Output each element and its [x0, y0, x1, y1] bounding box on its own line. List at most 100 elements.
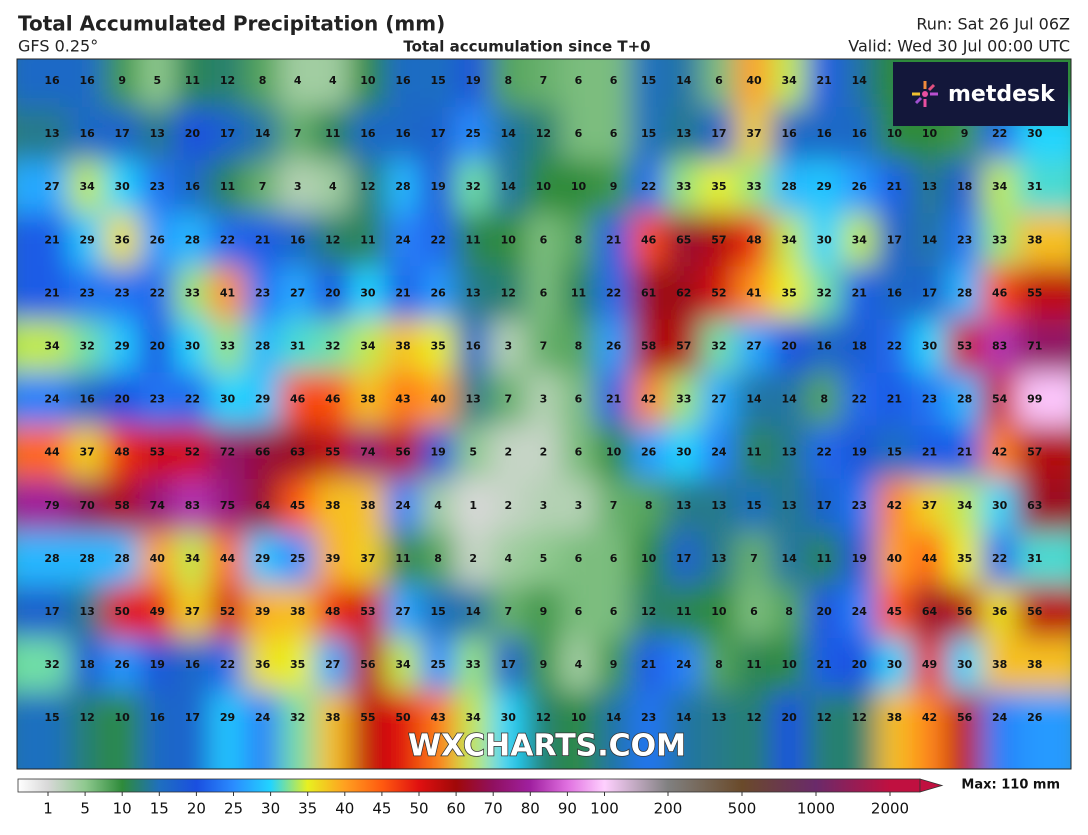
precip-cell: [560, 585, 597, 639]
value-labels: 16 16 9 5 11 12 8 4 4 10 16 15 19 8 7 6 6 15 14 6 40 34 21 1413…: [44, 74, 1042, 724]
precip-cell: [455, 585, 492, 639]
precip-value: 32: [290, 711, 305, 724]
precip-value: 58: [115, 499, 130, 512]
precip-value: 30: [817, 233, 833, 246]
precip-value: 16: [79, 127, 95, 140]
precip-value: 14: [781, 393, 797, 406]
precip-value: 34: [466, 711, 482, 724]
colorbar-tick-label: 200: [654, 800, 683, 818]
precip-cell: [525, 107, 562, 162]
precip-value: 6: [750, 605, 758, 618]
precip-value: 14: [466, 605, 482, 618]
precip-cell: [139, 319, 176, 374]
precip-value: 30: [887, 658, 903, 671]
precip-cell: [700, 691, 737, 769]
precip-cell: [385, 319, 421, 374]
precip-cell: [981, 638, 1018, 693]
precip-cell: [420, 160, 457, 215]
precip-value: 5: [469, 446, 477, 459]
precip-cell: [876, 372, 913, 427]
precip-value: 20: [852, 658, 868, 671]
precip-value: 10: [711, 605, 727, 618]
precip-value: 74: [150, 499, 166, 512]
precip-cell: [139, 585, 176, 639]
precip-value: 19: [150, 658, 165, 671]
precip-value: 23: [79, 286, 94, 299]
precip-cell: [385, 160, 421, 215]
precip-value: 48: [115, 446, 130, 459]
precip-value: 21: [395, 286, 410, 299]
precip-value: 8: [715, 658, 723, 671]
precip-cell: [455, 372, 492, 427]
precip-value: 9: [961, 127, 969, 140]
precip-cell: [630, 531, 667, 586]
precip-value: 31: [290, 340, 305, 353]
precip-cell: [595, 531, 632, 586]
precip-value: 10: [360, 74, 376, 87]
precip-value: 63: [290, 446, 305, 459]
precip-cell: [841, 531, 878, 586]
precip-value: 16: [150, 711, 166, 724]
precip-value: 34: [360, 340, 376, 353]
precip-value: 33: [676, 393, 691, 406]
precip-value: 34: [852, 233, 868, 246]
precip-value: 8: [504, 74, 512, 87]
precip-value: 75: [220, 499, 235, 512]
precip-value: 8: [575, 340, 583, 353]
precip-value: 28: [957, 393, 972, 406]
colorbar-tick-label: 10: [113, 800, 132, 818]
precip-value: 36: [992, 605, 1008, 618]
precip-value: 8: [785, 605, 793, 618]
precip-cell: [104, 107, 141, 162]
precip-cell: [420, 319, 457, 374]
colorbar-tick-label: 40: [335, 800, 354, 818]
precip-value: 19: [852, 446, 867, 459]
precip-value: 6: [610, 74, 618, 87]
precip-cell: [174, 531, 211, 586]
precip-value: 16: [852, 127, 868, 140]
precip-value: 36: [115, 233, 131, 246]
precip-cell: [69, 107, 106, 162]
precip-cell: [349, 425, 386, 480]
precip-cell: [104, 160, 141, 215]
precip-value: 33: [466, 658, 481, 671]
precip-cell: [279, 478, 316, 533]
model: GFS 0.25°: [18, 37, 98, 56]
precip-cell: [665, 266, 702, 321]
precip-value: 6: [540, 233, 548, 246]
colorbar-tick-label: 5: [80, 800, 90, 818]
precip-value: 55: [325, 446, 340, 459]
precip-value: 14: [676, 711, 692, 724]
precip-value: 35: [430, 340, 445, 353]
precip-cell: [244, 319, 281, 374]
precip-cell: [981, 478, 1018, 533]
colorbar-arrow: [919, 778, 944, 793]
precip-cell: [736, 213, 772, 268]
precip-cell: [244, 59, 281, 108]
precip-cell: [595, 638, 632, 693]
precip-cell: [841, 59, 878, 108]
precip-cell: [560, 213, 597, 268]
precip-cell: [806, 531, 843, 586]
precip-value: 38: [1027, 658, 1042, 671]
precip-value: 52: [220, 605, 235, 618]
precip-value: 7: [504, 393, 512, 406]
precip-value: 16: [781, 127, 797, 140]
precip-cell: [420, 266, 457, 321]
precip-value: 34: [992, 180, 1008, 193]
precip-cell: [104, 531, 141, 586]
precip-cell: [700, 107, 737, 162]
precip-cell: [209, 425, 246, 480]
precip-value: 33: [992, 233, 1007, 246]
precip-cell: [279, 585, 316, 639]
precip-cell: [771, 266, 808, 321]
precip-value: 28: [44, 552, 59, 565]
precip-value: 56: [957, 605, 973, 618]
precip-cell: [209, 266, 246, 321]
precip-cell: [420, 478, 457, 533]
precip-value: 40: [430, 393, 446, 406]
precip-cell: [174, 691, 211, 769]
precip-cell: [385, 425, 421, 480]
precip-cell: [1016, 372, 1071, 427]
precip-cell: [876, 319, 913, 374]
